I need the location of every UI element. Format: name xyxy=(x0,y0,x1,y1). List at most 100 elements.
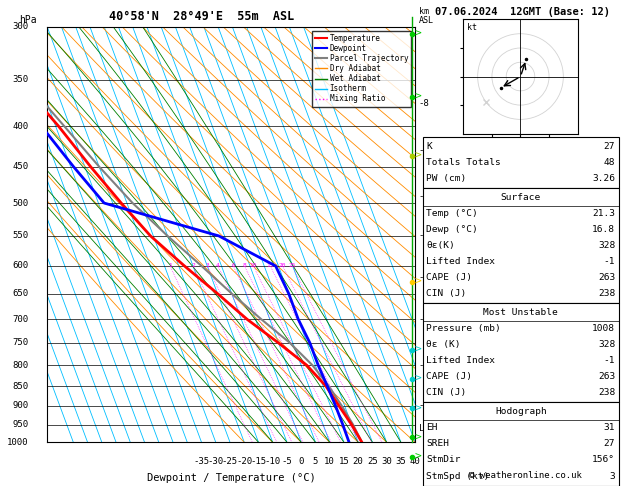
Text: -1: -1 xyxy=(419,401,430,410)
Text: StmSpd (kt): StmSpd (kt) xyxy=(426,471,490,481)
Text: -2: -2 xyxy=(437,361,448,370)
Text: 350: 350 xyxy=(13,75,29,85)
Text: 15: 15 xyxy=(267,263,274,268)
Text: >: > xyxy=(415,277,421,287)
Text: 1: 1 xyxy=(168,263,172,268)
Text: 25: 25 xyxy=(367,457,378,466)
Legend: Temperature, Dewpoint, Parcel Trajectory, Dry Adiabat, Wet Adiabat, Isotherm, Mi: Temperature, Dewpoint, Parcel Trajectory… xyxy=(312,31,411,106)
Text: 21.3: 21.3 xyxy=(592,209,615,218)
Text: -10: -10 xyxy=(265,457,281,466)
Text: >: > xyxy=(415,92,421,102)
Text: 35: 35 xyxy=(396,457,406,466)
Text: -4: -4 xyxy=(419,273,430,282)
Text: 800: 800 xyxy=(13,361,29,370)
Text: >: > xyxy=(415,151,421,160)
Text: 156°: 156° xyxy=(592,455,615,465)
Text: 3.26: 3.26 xyxy=(592,174,615,183)
Text: SREH: SREH xyxy=(426,439,450,449)
Text: © weatheronline.co.uk: © weatheronline.co.uk xyxy=(469,471,582,480)
Text: >: > xyxy=(415,433,421,442)
Text: 550: 550 xyxy=(13,231,29,241)
Text: 20: 20 xyxy=(353,457,364,466)
Text: 40°58'N  28°49'E  55m  ASL: 40°58'N 28°49'E 55m ASL xyxy=(109,10,294,22)
Text: 700: 700 xyxy=(13,314,29,324)
Text: -8: -8 xyxy=(419,99,430,108)
Text: -3: -3 xyxy=(419,314,430,324)
Text: Lifted Index: Lifted Index xyxy=(426,257,496,266)
Text: >: > xyxy=(415,374,421,384)
Text: θε (K): θε (K) xyxy=(426,340,461,349)
Text: >: > xyxy=(415,29,421,39)
Text: 30: 30 xyxy=(381,457,392,466)
Text: 400: 400 xyxy=(13,122,29,131)
Text: CIN (J): CIN (J) xyxy=(426,289,467,298)
Text: 10: 10 xyxy=(250,263,257,268)
Text: Dewp (°C): Dewp (°C) xyxy=(426,225,478,234)
Text: 750: 750 xyxy=(13,338,29,347)
Text: CAPE (J): CAPE (J) xyxy=(426,372,472,382)
Text: 650: 650 xyxy=(13,289,29,298)
Text: >: > xyxy=(415,452,421,462)
Text: 328: 328 xyxy=(598,241,615,250)
Text: -5: -5 xyxy=(437,238,448,247)
Text: -4: -4 xyxy=(437,273,448,282)
Text: EH: EH xyxy=(426,423,438,433)
Text: Pressure (mb): Pressure (mb) xyxy=(426,324,501,333)
Text: 900: 900 xyxy=(13,401,29,410)
Text: Lifted Index: Lifted Index xyxy=(426,356,496,365)
Text: 6: 6 xyxy=(231,263,235,268)
Text: K: K xyxy=(426,142,432,151)
Text: 4: 4 xyxy=(216,263,220,268)
Text: StmDir: StmDir xyxy=(426,455,461,465)
Text: CIN (J): CIN (J) xyxy=(426,388,467,398)
Text: 1008: 1008 xyxy=(592,324,615,333)
Text: Mixing Ratio (g/kg): Mixing Ratio (g/kg) xyxy=(442,183,451,286)
Text: 27: 27 xyxy=(604,142,615,151)
Text: >: > xyxy=(415,345,421,355)
Text: -25: -25 xyxy=(222,457,238,466)
Text: 27: 27 xyxy=(604,439,615,449)
Text: 263: 263 xyxy=(598,273,615,282)
Text: 450: 450 xyxy=(13,162,29,171)
Text: -2: -2 xyxy=(419,361,430,370)
Text: 40: 40 xyxy=(409,457,421,466)
Text: 263: 263 xyxy=(598,372,615,382)
Text: 10: 10 xyxy=(325,457,335,466)
Text: -5: -5 xyxy=(282,457,292,466)
Text: -1: -1 xyxy=(604,257,615,266)
Text: 3: 3 xyxy=(610,471,615,481)
Text: 0: 0 xyxy=(299,457,304,466)
Text: PW (cm): PW (cm) xyxy=(426,174,467,183)
Text: 950: 950 xyxy=(13,420,29,429)
Text: 48: 48 xyxy=(604,158,615,167)
Text: 20: 20 xyxy=(279,263,286,268)
Text: Totals Totals: Totals Totals xyxy=(426,158,501,167)
Text: 238: 238 xyxy=(598,289,615,298)
Text: 8: 8 xyxy=(243,263,247,268)
Text: -15: -15 xyxy=(250,457,267,466)
Text: 1000: 1000 xyxy=(8,438,29,447)
Text: 300: 300 xyxy=(13,22,29,31)
Text: -1: -1 xyxy=(437,401,448,410)
Text: Surface: Surface xyxy=(501,193,541,202)
Text: km
ASL: km ASL xyxy=(419,7,434,25)
Text: kt: kt xyxy=(467,23,477,32)
Text: Hodograph: Hodograph xyxy=(495,407,547,417)
Text: -1: -1 xyxy=(604,356,615,365)
Text: 3: 3 xyxy=(206,263,209,268)
Text: 600: 600 xyxy=(13,261,29,270)
Text: 15: 15 xyxy=(338,457,349,466)
Text: Most Unstable: Most Unstable xyxy=(484,308,558,317)
Text: -35: -35 xyxy=(194,457,209,466)
Text: -3: -3 xyxy=(437,314,448,324)
Text: 500: 500 xyxy=(13,199,29,208)
Text: 328: 328 xyxy=(598,340,615,349)
Text: 25: 25 xyxy=(289,263,296,268)
Text: hPa: hPa xyxy=(19,15,37,25)
Text: -20: -20 xyxy=(236,457,252,466)
Text: 07.06.2024  12GMT (Base: 12): 07.06.2024 12GMT (Base: 12) xyxy=(435,7,610,17)
Text: θε(K): θε(K) xyxy=(426,241,455,250)
Text: Dewpoint / Temperature (°C): Dewpoint / Temperature (°C) xyxy=(147,473,316,484)
Text: 5: 5 xyxy=(313,457,318,466)
Text: -7: -7 xyxy=(419,146,430,156)
